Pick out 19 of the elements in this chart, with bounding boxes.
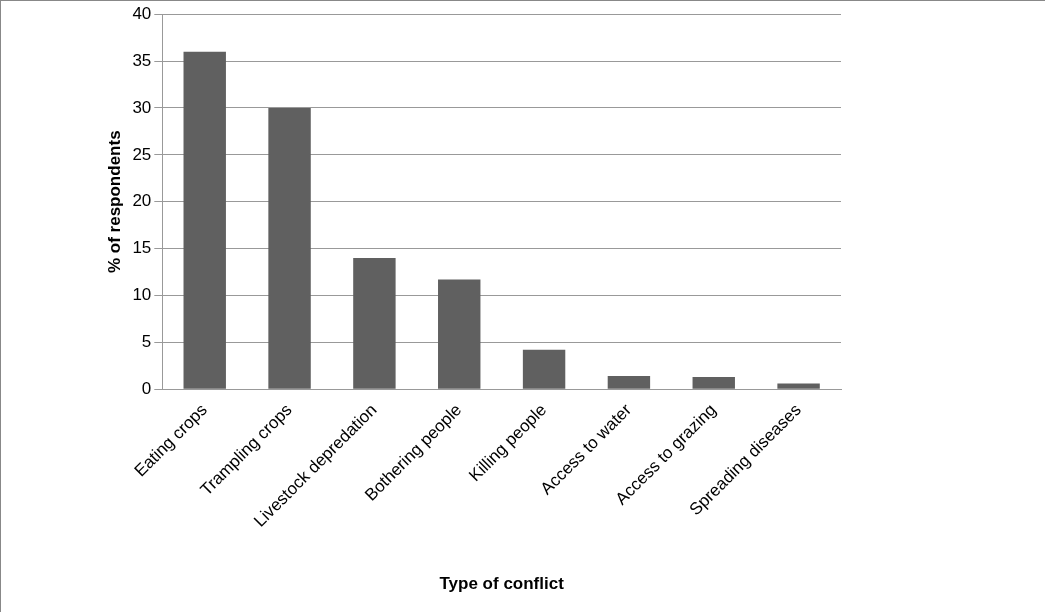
bar: [353, 257, 396, 389]
x-axis-title: Type of conflict: [439, 574, 565, 594]
y-tick-label: 10: [132, 285, 152, 305]
bar: [522, 349, 566, 389]
y-tick-label: 0: [141, 378, 152, 398]
y-tick-label: 15: [132, 238, 152, 258]
y-tick-label: 5: [141, 332, 152, 352]
bar: [692, 377, 735, 389]
y-tick-label: 30: [132, 97, 152, 117]
bar: [268, 107, 311, 389]
bar: [777, 383, 820, 389]
y-tick-label: 25: [132, 144, 152, 164]
y-tick-label: 35: [132, 50, 152, 70]
y-tick-label: 20: [132, 191, 152, 211]
bar: [183, 51, 226, 389]
bar: [438, 279, 481, 389]
y-axis-title: % of respondents: [104, 130, 124, 274]
y-tick-label: 40: [132, 3, 152, 23]
bar: [607, 376, 651, 389]
